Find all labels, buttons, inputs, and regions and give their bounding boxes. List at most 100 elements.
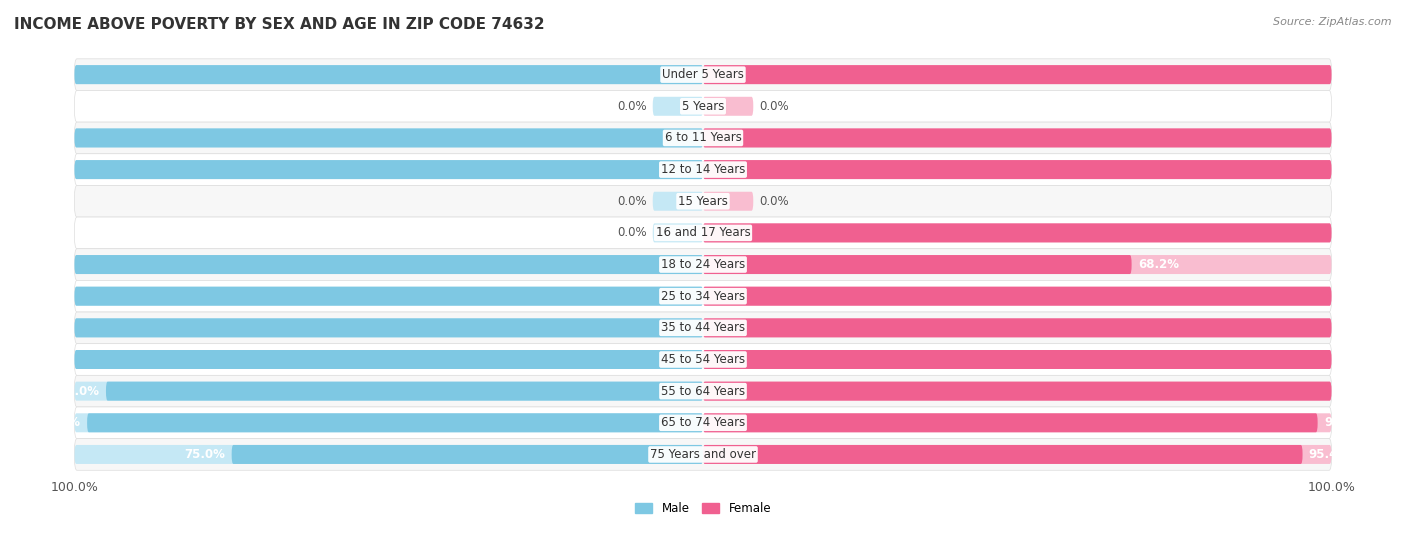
FancyBboxPatch shape [703,350,1331,369]
Text: 95.0%: 95.0% [59,384,100,398]
FancyBboxPatch shape [703,192,754,211]
Text: 100.0%: 100.0% [1337,353,1386,366]
FancyBboxPatch shape [75,382,703,401]
Text: 0.0%: 0.0% [759,100,789,113]
Text: 5 Years: 5 Years [682,100,724,113]
FancyBboxPatch shape [75,128,703,147]
Text: 68.2%: 68.2% [1137,258,1178,271]
FancyBboxPatch shape [652,97,703,116]
FancyBboxPatch shape [75,65,703,84]
Text: 100.0%: 100.0% [1337,384,1386,398]
FancyBboxPatch shape [75,407,1331,439]
FancyBboxPatch shape [703,445,1331,464]
Text: 6 to 11 Years: 6 to 11 Years [665,132,741,145]
FancyBboxPatch shape [75,287,703,306]
FancyBboxPatch shape [75,439,1331,470]
FancyBboxPatch shape [75,122,1331,154]
Text: 100.0%: 100.0% [1337,68,1386,81]
FancyBboxPatch shape [703,255,1132,274]
FancyBboxPatch shape [703,97,754,116]
Text: 0.0%: 0.0% [617,227,647,239]
FancyBboxPatch shape [703,287,1331,306]
FancyBboxPatch shape [75,59,1331,90]
Text: 0.0%: 0.0% [759,195,789,208]
Text: 100.0%: 100.0% [20,321,69,334]
Text: 100.0%: 100.0% [1337,321,1386,334]
FancyBboxPatch shape [75,350,703,369]
Text: 98.0%: 98.0% [39,416,80,429]
FancyBboxPatch shape [75,160,703,179]
FancyBboxPatch shape [703,413,1331,432]
FancyBboxPatch shape [75,319,703,338]
Text: 100.0%: 100.0% [1337,290,1386,302]
FancyBboxPatch shape [703,382,1331,401]
Text: 100.0%: 100.0% [20,163,69,176]
FancyBboxPatch shape [703,160,1331,179]
Text: 0.0%: 0.0% [617,100,647,113]
FancyBboxPatch shape [75,350,703,369]
FancyBboxPatch shape [75,287,703,306]
FancyBboxPatch shape [703,128,1331,147]
Text: 55 to 64 Years: 55 to 64 Years [661,384,745,398]
FancyBboxPatch shape [703,413,1317,432]
FancyBboxPatch shape [75,255,703,274]
FancyBboxPatch shape [703,65,1331,84]
FancyBboxPatch shape [75,90,1331,122]
FancyBboxPatch shape [703,287,1331,306]
Text: 65 to 74 Years: 65 to 74 Years [661,416,745,429]
Text: 100.0%: 100.0% [20,132,69,145]
Text: 12 to 14 Years: 12 to 14 Years [661,163,745,176]
FancyBboxPatch shape [703,319,1331,338]
FancyBboxPatch shape [703,319,1331,338]
Text: 100.0%: 100.0% [1337,163,1386,176]
Text: 100.0%: 100.0% [1337,227,1386,239]
FancyBboxPatch shape [75,154,1331,185]
FancyBboxPatch shape [703,160,1331,179]
Text: 75.0%: 75.0% [184,448,225,461]
FancyBboxPatch shape [75,376,1331,407]
Legend: Male, Female: Male, Female [630,497,776,519]
Text: 100.0%: 100.0% [20,353,69,366]
Text: 25 to 34 Years: 25 to 34 Years [661,290,745,302]
FancyBboxPatch shape [75,185,1331,217]
FancyBboxPatch shape [703,445,1302,464]
FancyBboxPatch shape [105,382,703,401]
Text: 35 to 44 Years: 35 to 44 Years [661,321,745,334]
Text: 16 and 17 Years: 16 and 17 Years [655,227,751,239]
FancyBboxPatch shape [652,192,703,211]
FancyBboxPatch shape [75,128,703,147]
Text: Under 5 Years: Under 5 Years [662,68,744,81]
FancyBboxPatch shape [75,280,1331,312]
FancyBboxPatch shape [652,223,703,242]
FancyBboxPatch shape [232,445,703,464]
Text: 100.0%: 100.0% [20,290,69,302]
FancyBboxPatch shape [87,413,703,432]
FancyBboxPatch shape [75,217,1331,249]
Text: 97.8%: 97.8% [1324,416,1365,429]
Text: 45 to 54 Years: 45 to 54 Years [661,353,745,366]
FancyBboxPatch shape [703,350,1331,369]
Text: 100.0%: 100.0% [1337,132,1386,145]
FancyBboxPatch shape [703,382,1331,401]
Text: 0.0%: 0.0% [617,195,647,208]
Text: 100.0%: 100.0% [20,68,69,81]
FancyBboxPatch shape [75,344,1331,376]
FancyBboxPatch shape [75,249,1331,280]
FancyBboxPatch shape [703,223,1331,242]
Text: Source: ZipAtlas.com: Source: ZipAtlas.com [1274,17,1392,27]
FancyBboxPatch shape [75,65,703,84]
FancyBboxPatch shape [75,160,703,179]
Text: 75 Years and over: 75 Years and over [650,448,756,461]
FancyBboxPatch shape [75,445,703,464]
FancyBboxPatch shape [703,223,1331,242]
Text: INCOME ABOVE POVERTY BY SEX AND AGE IN ZIP CODE 74632: INCOME ABOVE POVERTY BY SEX AND AGE IN Z… [14,17,544,32]
Text: 95.4%: 95.4% [1309,448,1350,461]
FancyBboxPatch shape [703,65,1331,84]
Text: 15 Years: 15 Years [678,195,728,208]
Text: 100.0%: 100.0% [20,258,69,271]
FancyBboxPatch shape [75,255,703,274]
Text: 18 to 24 Years: 18 to 24 Years [661,258,745,271]
FancyBboxPatch shape [75,312,1331,344]
FancyBboxPatch shape [75,319,703,338]
FancyBboxPatch shape [75,413,703,432]
